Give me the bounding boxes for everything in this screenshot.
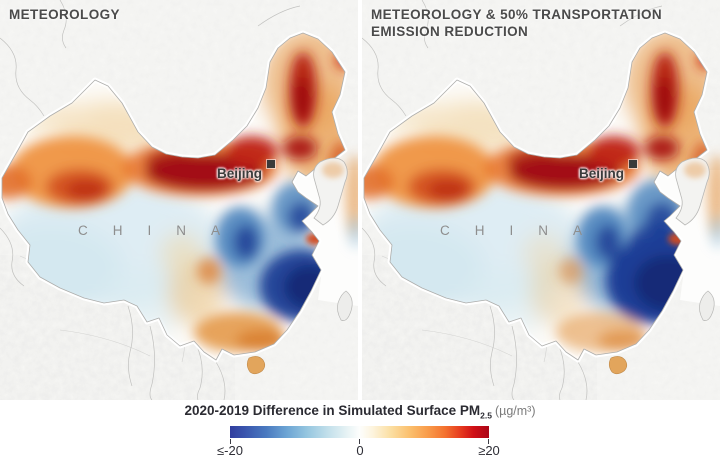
legend-title-text: 2020-2019 Difference in Simulated Surfac…	[184, 403, 481, 418]
taiwan-shape	[699, 290, 715, 321]
sea	[654, 170, 720, 306]
china-border	[363, 32, 708, 361]
china-label: CHINA	[440, 223, 608, 238]
beijing-label: Beijing	[578, 166, 624, 181]
china-map-graphic	[362, 0, 720, 400]
hainan-shape	[246, 356, 266, 375]
legend: 2020-2019 Difference in Simulated Surfac…	[0, 401, 720, 465]
sea	[292, 170, 358, 306]
map-panel-meteorology: METEOROLOGY Beijing CHINA	[0, 0, 358, 400]
beijing-marker	[629, 160, 637, 168]
colorbar-label-mid: 0	[356, 443, 364, 458]
taiwan-shape	[337, 290, 353, 321]
neighbor-borders	[0, 0, 301, 400]
neighbor-borders	[362, 0, 663, 400]
legend-unit: (µg/m³)	[494, 404, 536, 418]
colorbar-tick-max	[488, 439, 489, 444]
colorbar-label-max: ≥20	[478, 443, 500, 458]
colorbar-tick-mid	[359, 439, 360, 444]
panel-title-meteorology: METEOROLOGY	[9, 7, 120, 22]
beijing-label: Beijing	[216, 166, 262, 181]
panel-title-meteorology-emission: METEOROLOGY & 50% TRANSPORTATION EMISSIO…	[371, 7, 663, 39]
legend-title: 2020-2019 Difference in Simulated Surfac…	[0, 403, 720, 421]
china-map-graphic	[0, 0, 358, 400]
colorbar-tick-min	[230, 439, 231, 444]
colorbar	[230, 426, 489, 438]
map-panel-meteorology-emission-reduction: METEOROLOGY & 50% TRANSPORTATION EMISSIO…	[362, 0, 720, 400]
china-label: CHINA	[78, 223, 246, 238]
legend-title-subscript: 2.5	[480, 410, 492, 421]
hainan-shape	[608, 356, 628, 375]
pm25-anomaly-layer	[364, 33, 707, 352]
colorbar-label-min: ≤-20	[217, 443, 243, 458]
beijing-marker	[267, 160, 275, 168]
china-border	[1, 32, 346, 361]
